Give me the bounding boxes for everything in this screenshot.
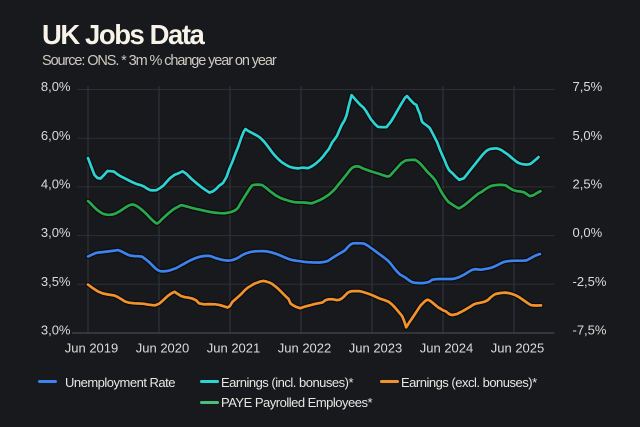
svg-text:5,0%: 5,0% <box>573 128 603 143</box>
svg-text:Jun 2019: Jun 2019 <box>65 340 119 355</box>
svg-text:7,5%: 7,5% <box>573 79 603 94</box>
svg-text:-2,5%: -2,5% <box>573 274 607 289</box>
svg-text:Jun 2021: Jun 2021 <box>207 340 261 355</box>
svg-text:-7,5%: -7,5% <box>573 323 607 338</box>
svg-text:Jun 2020: Jun 2020 <box>136 340 190 355</box>
svg-text:Jun 2022: Jun 2022 <box>278 340 332 355</box>
svg-text:2,5%: 2,5% <box>573 177 603 192</box>
svg-text:3,0%: 3,0% <box>41 225 71 240</box>
svg-text:6,0%: 6,0% <box>41 128 71 143</box>
svg-text:3,5%: 3,5% <box>41 274 71 289</box>
svg-text:0,0%: 0,0% <box>573 225 603 240</box>
svg-text:Jun 2023: Jun 2023 <box>349 340 403 355</box>
svg-text:3,0%: 3,0% <box>41 323 71 338</box>
svg-text:8,0%: 8,0% <box>41 79 71 94</box>
svg-text:Jun 2025: Jun 2025 <box>491 340 545 355</box>
svg-text:Jun 2024: Jun 2024 <box>420 340 474 355</box>
svg-text:4,0%: 4,0% <box>41 177 71 192</box>
